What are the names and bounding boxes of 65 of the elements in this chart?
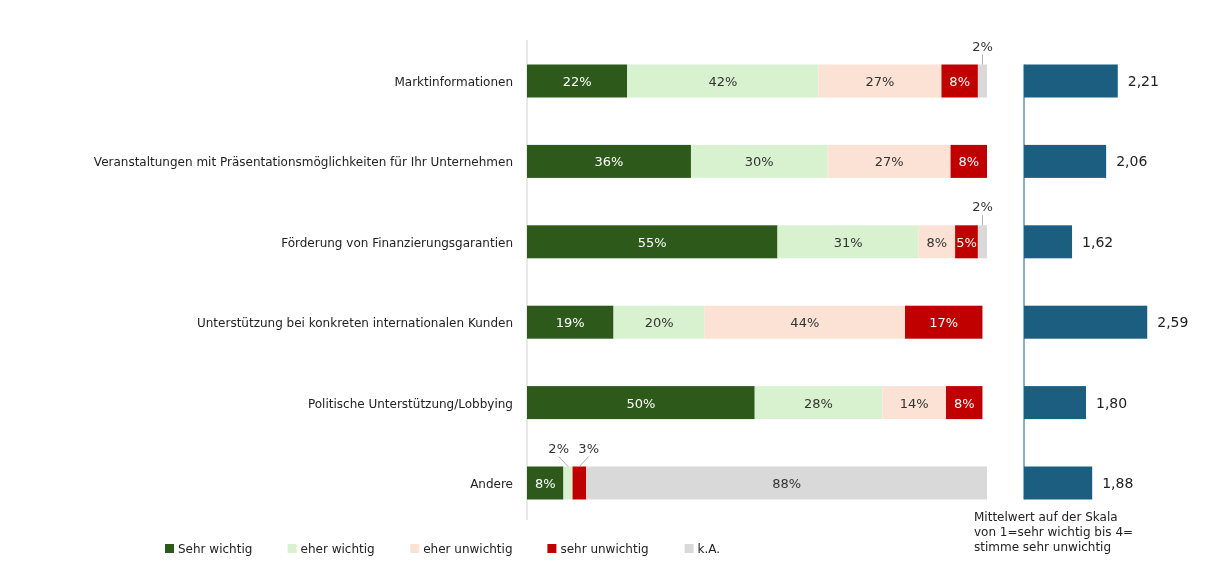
data-label: 8% [958, 154, 980, 170]
legend-label: eher wichtig [300, 542, 375, 556]
bar [941, 64, 978, 98]
bar [704, 305, 906, 339]
bar [572, 466, 587, 500]
data-label: 1,80 [1096, 394, 1128, 411]
data-label: 17% [929, 315, 959, 331]
data-label: 3% [578, 440, 599, 456]
data-label: 42% [708, 74, 738, 89]
bar [977, 64, 987, 98]
y-tick-label: Politische Unterstützung/Lobbying [307, 396, 513, 411]
data-label: 20% [644, 315, 674, 331]
bar [586, 466, 987, 500]
bar [977, 225, 987, 259]
data-label: 2% [548, 440, 569, 456]
data-label: 8% [534, 476, 556, 491]
bar [627, 64, 819, 98]
data-label: 36% [594, 154, 624, 170]
data-label: 1,62 [1082, 233, 1114, 250]
y-tick-label: Förderung von Finanzierungsgarantien [281, 235, 513, 250]
data-label: 28% [804, 395, 833, 411]
legend-label: sehr unwichtig [560, 542, 649, 556]
data-label: 8% [953, 395, 975, 411]
data-label: 8% [949, 74, 970, 89]
legend-label: Sehr wichtig [178, 542, 253, 556]
data-label: 55% [637, 234, 667, 250]
y-tick-label: Unterstützung bei konkreten internationalen Kunden [196, 316, 513, 331]
data-label: 2% [972, 38, 993, 54]
bar [777, 225, 919, 259]
bar [563, 466, 573, 500]
bar [905, 305, 983, 339]
bar [882, 386, 947, 420]
bar [527, 386, 755, 420]
y-tick-label: Marktinformationen [394, 75, 513, 89]
annotation: Mittelwert auf der Skala von 1=sehr wichtig bis 4= stimme sehr unwichtig [974, 510, 1134, 554]
data-label: 19% [555, 315, 585, 331]
data-label: 27% [874, 154, 904, 170]
bar [827, 144, 951, 178]
data-label: 50% [626, 395, 656, 411]
data-label: 2,21 [1127, 73, 1159, 89]
bar [613, 305, 705, 339]
bar [690, 144, 828, 178]
data-label: 8% [926, 234, 948, 250]
data-label: 88% [772, 476, 802, 491]
bar [754, 386, 883, 420]
data-label: 27% [865, 74, 895, 89]
data-label: 30% [744, 154, 774, 170]
data-label: 31% [833, 234, 863, 250]
y-tick-label: Veranstaltungen mit Präsentationsmöglichkeiten für Ihr Unternehmen [93, 155, 513, 170]
bar [527, 64, 628, 98]
bar [818, 64, 942, 98]
data-label: 5% [956, 234, 977, 250]
data-label: 14% [899, 395, 929, 411]
data-label: 2,59 [1157, 314, 1189, 331]
data-label: 2,06 [1116, 153, 1148, 170]
data-label: 44% [790, 315, 820, 331]
y-tick-label: Andere [470, 477, 513, 491]
data-label: 2% [972, 199, 993, 215]
bar [527, 305, 614, 339]
data-label: 22% [562, 74, 592, 89]
bar [527, 144, 691, 178]
bar [527, 225, 778, 259]
data-label: 1,88 [1102, 475, 1134, 491]
legend-label: k.A. [697, 542, 721, 556]
legend-label: eher unwichtig [423, 542, 513, 556]
